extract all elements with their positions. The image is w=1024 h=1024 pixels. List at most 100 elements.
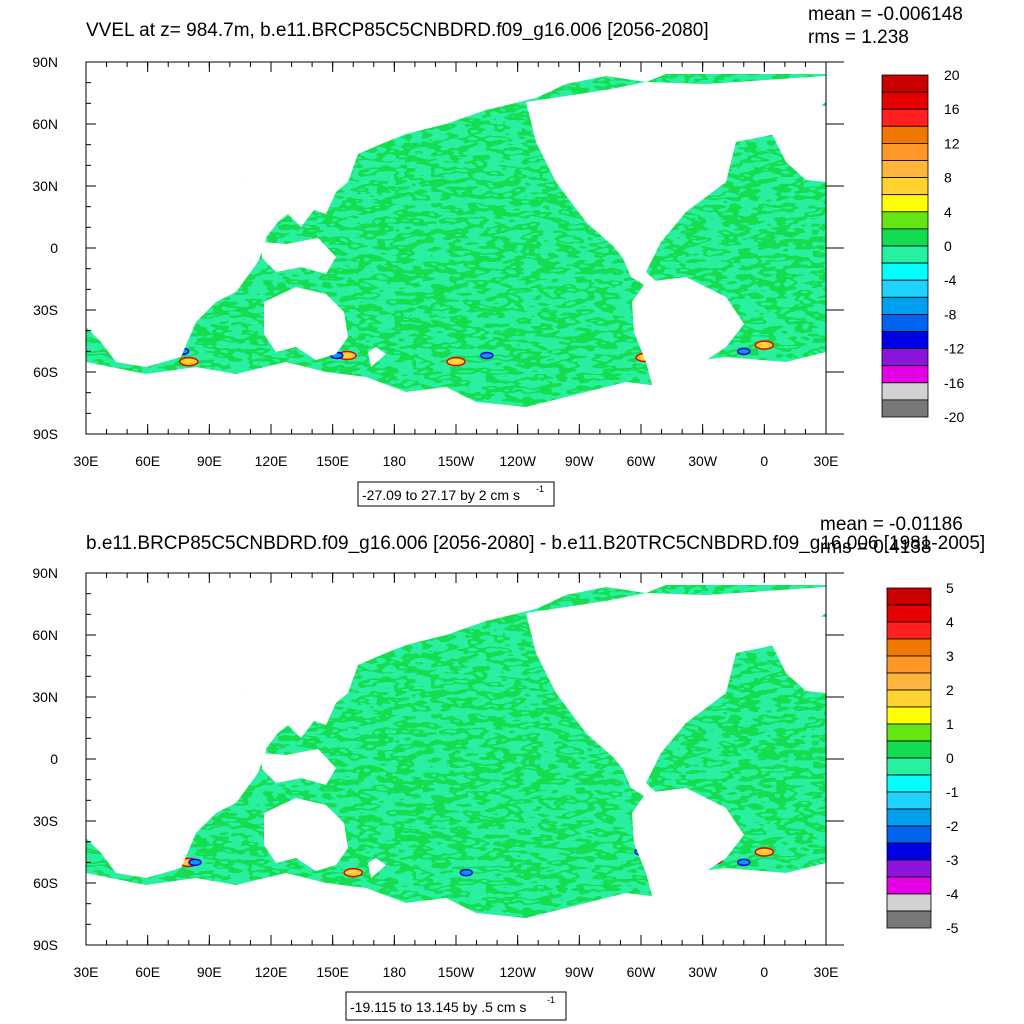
colorbar-swatch xyxy=(886,757,932,776)
x-tick-label: 90W xyxy=(565,964,595,980)
colorbar-label: -1 xyxy=(946,784,959,800)
colorbar-swatch xyxy=(886,587,932,606)
colorbar-swatch xyxy=(881,74,929,93)
range-note-text: -27.09 to 27.17 by 2 cm s xyxy=(362,487,520,503)
x-tick-label: 30E xyxy=(74,453,99,469)
colorbar-swatch xyxy=(881,194,929,213)
negative-anomaly-mark xyxy=(634,848,648,856)
x-tick-label: 60E xyxy=(135,964,160,980)
colorbar-swatch xyxy=(886,791,932,810)
colorbar-swatch xyxy=(881,348,929,367)
x-tick-label: 30E xyxy=(814,453,839,469)
x-tick-label: 60E xyxy=(135,453,160,469)
map-field xyxy=(86,573,826,945)
range-note: -27.09 to 27.17 by 2 cm s -1 xyxy=(357,481,555,507)
colorbar-swatch xyxy=(886,859,932,878)
negative-anomaly-mark xyxy=(671,635,685,643)
colorbar-swatch xyxy=(886,876,932,895)
colorbar-label: 5 xyxy=(946,580,954,596)
colorbar-swatch xyxy=(886,706,932,725)
colorbar-swatch xyxy=(886,672,932,691)
x-tick-label: 150W xyxy=(438,964,475,980)
y-tick-labels: 90N 60N 30N 0 30S 60S 90S xyxy=(32,54,58,442)
positive-anomaly-mark xyxy=(655,626,676,636)
y-tick-labels: 90N 60N 30N 0 30S 60S 90S xyxy=(32,565,58,953)
negative-anomaly-mark xyxy=(716,641,730,650)
colorbar-swatch xyxy=(886,774,932,793)
positive-anomaly-mark xyxy=(754,847,775,857)
y-tick-label: 90N xyxy=(32,54,58,70)
x-tick-label: 150E xyxy=(316,453,349,469)
colorbar-swatch xyxy=(886,808,932,827)
y-tick-label: 60S xyxy=(33,875,58,891)
y-tick-label: 30N xyxy=(32,689,58,705)
colorbar-swatch xyxy=(886,910,932,929)
positive-anomaly-mark xyxy=(446,356,466,367)
colorbar-labels: 5 4 3 2 1 0 -1 -2 -3 -4 -5 xyxy=(946,580,959,936)
colorbar-label: 1 xyxy=(946,716,954,732)
colorbar-swatch xyxy=(881,313,929,332)
colorbar-label: -12 xyxy=(944,341,964,357)
y-tick-label: 0 xyxy=(50,240,58,256)
colorbar-label: 3 xyxy=(946,648,954,664)
negative-anomaly-mark xyxy=(480,351,494,360)
colorbar-swatch xyxy=(886,740,932,759)
colorbar-label: 12 xyxy=(944,135,960,151)
x-tick-label: 30W xyxy=(688,453,718,469)
x-tick-label: 60W xyxy=(627,964,657,980)
y-tick-label: 0 xyxy=(50,751,58,767)
positive-anomaly-mark xyxy=(703,855,723,866)
y-tick-label: 60N xyxy=(32,116,58,132)
axis-ticks xyxy=(85,572,844,946)
colorbar-label: 0 xyxy=(946,750,954,766)
positive-anomaly-mark xyxy=(635,352,655,363)
colorbar-swatch xyxy=(886,655,932,674)
negative-anomaly-mark xyxy=(459,868,474,877)
axis-ticks xyxy=(85,61,844,435)
negative-anomaly-mark xyxy=(330,351,344,360)
colorbar-label: -4 xyxy=(946,886,959,902)
range-note: -19.115 to 13.145 by .5 cm s -1 xyxy=(345,991,567,1021)
range-note-superscript: -1 xyxy=(547,995,555,1005)
colorbar-swatch xyxy=(881,125,929,144)
map-field xyxy=(86,62,826,434)
mean-stat: mean = -0.01186 xyxy=(820,514,963,535)
colorbar-swatch xyxy=(881,228,929,247)
y-tick-label: 90S xyxy=(33,426,58,442)
colorbar-swatch xyxy=(881,177,929,196)
negative-anomaly-mark xyxy=(737,858,751,867)
negative-anomaly-mark xyxy=(175,347,190,356)
colorbar-label: -16 xyxy=(944,375,964,391)
rms-stat: rms = 1.238 xyxy=(808,27,909,48)
x-tick-label: 90W xyxy=(565,453,595,469)
x-tick-label: 0 xyxy=(760,964,768,980)
x-tick-label: 30W xyxy=(688,964,718,980)
colorbar-swatch xyxy=(886,842,932,861)
colorbar-label: 4 xyxy=(944,204,952,220)
colorbar-label: -20 xyxy=(944,409,964,425)
colorbar-swatch xyxy=(886,604,932,623)
y-tick-label: 60N xyxy=(32,627,58,643)
colorbar-label: 4 xyxy=(946,614,954,630)
positive-anomaly-mark xyxy=(179,356,199,367)
negative-anomaly-mark xyxy=(737,347,751,356)
x-tick-label: 120W xyxy=(499,964,536,980)
colorbar-swatch xyxy=(881,91,929,110)
colorbar-label: 2 xyxy=(946,682,954,698)
colorbar-label: -2 xyxy=(946,818,959,834)
map-title: b.e11.BRCP85C5CNBDRD.f09_g16.006 [2056-2… xyxy=(86,533,985,554)
colorbar xyxy=(886,587,932,929)
colorbar-swatch xyxy=(881,279,929,298)
colorbar-swatch xyxy=(881,365,929,384)
x-tick-label: 0 xyxy=(760,453,768,469)
positive-anomaly-mark xyxy=(754,340,775,350)
colorbar-label: -4 xyxy=(944,272,957,288)
colorbar-swatch xyxy=(881,160,929,179)
x-tick-label: 60W xyxy=(627,453,657,469)
negative-anomaly-mark xyxy=(704,347,718,356)
colorbar xyxy=(881,74,929,418)
colorbar-swatch xyxy=(881,382,929,401)
x-tick-labels: 30E 60E 90E 120E 150E 180 150W 120W 90W 60W 30W 0 30… xyxy=(74,453,839,469)
colorbar-label: -8 xyxy=(944,306,957,322)
colorbar-swatch xyxy=(886,621,932,640)
